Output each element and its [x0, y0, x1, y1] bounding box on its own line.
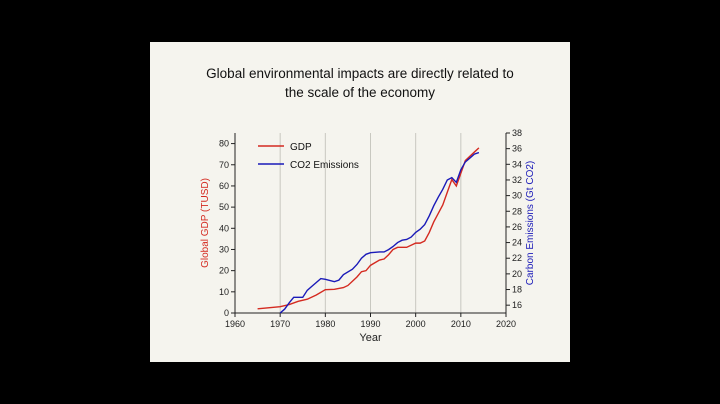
y-left-tick-label: 70: [219, 160, 229, 170]
title-line-1: Global environmental impacts are directl…: [206, 66, 514, 81]
y-left-tick-label: 50: [219, 202, 229, 212]
y-left-tick-label: 0: [224, 308, 229, 318]
y-right-tick-label: 38: [512, 128, 522, 138]
x-tick-label: 1960: [225, 319, 245, 329]
x-axis-label: Year: [359, 332, 382, 344]
y-left-tick-label: 40: [219, 223, 229, 233]
y-left-tick-label: 10: [219, 287, 229, 297]
legend-label: GDP: [290, 142, 312, 153]
y-right-tick-label: 18: [512, 285, 522, 295]
dual-axis-line-chart: 1960 1970 1980 1990 2000 2010 2020 0 10 20 30 40 50 6…: [200, 128, 536, 344]
y-left-tick-label: 30: [219, 244, 229, 254]
slide-title: Global environmental impacts are directl…: [150, 64, 570, 102]
x-tick-label: 1970: [270, 319, 290, 329]
y-right-tick-label: 22: [512, 253, 522, 263]
title-line-2: the scale of the economy: [284, 85, 436, 100]
y-left-tick-label: 80: [219, 139, 229, 149]
y-right-tick-label: 34: [512, 159, 522, 169]
y-right-tick-label: 36: [512, 144, 522, 154]
series-line-co2-emissions: [279, 151, 480, 314]
y-right-tick-label: 28: [512, 206, 522, 216]
x-tick-label: 2020: [496, 319, 516, 329]
y-right-tick-label: 20: [512, 269, 522, 279]
y-right-tick-label: 30: [512, 191, 522, 201]
legend-label: CO2 Emissions: [290, 160, 359, 171]
x-tick-label: 2010: [451, 319, 471, 329]
y-right-tick-label: 16: [512, 300, 522, 310]
slide: Global environmental impacts are directl…: [150, 42, 570, 362]
y-right-axis-label: Carbon Emissions (Gt CO2): [525, 161, 536, 285]
y-left-tick-label: 60: [219, 181, 229, 191]
series-line-gdp: [257, 147, 480, 310]
y-right-tick-label: 32: [512, 175, 522, 185]
y-left-axis-label: Global GDP (TUSD): [200, 178, 211, 268]
x-tick-label: 2000: [406, 319, 426, 329]
y-left-tick-label: 20: [219, 266, 229, 276]
x-tick-label: 1990: [360, 319, 380, 329]
x-tick-label: 1980: [315, 319, 335, 329]
y-right-tick-label: 26: [512, 222, 522, 232]
y-right-tick-label: 24: [512, 238, 522, 248]
